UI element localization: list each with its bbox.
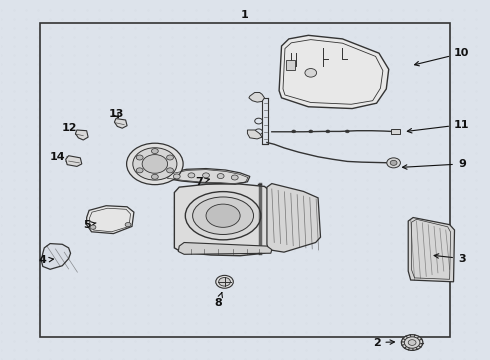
Circle shape [151,174,158,179]
Circle shape [326,130,330,133]
FancyBboxPatch shape [391,129,400,134]
Text: 10: 10 [415,48,469,66]
Circle shape [292,130,295,133]
Ellipse shape [185,192,261,240]
FancyBboxPatch shape [287,60,295,70]
Polygon shape [41,244,71,269]
Circle shape [216,275,233,288]
Text: 3: 3 [434,253,465,264]
Polygon shape [267,184,320,252]
Text: 9: 9 [402,159,466,169]
Polygon shape [115,118,127,128]
Circle shape [90,225,96,229]
Circle shape [404,337,420,348]
Polygon shape [174,184,272,256]
Polygon shape [87,206,134,234]
Text: 12: 12 [62,123,81,135]
Polygon shape [247,130,262,139]
Circle shape [387,158,400,168]
Polygon shape [408,217,455,282]
Polygon shape [165,168,250,184]
Circle shape [126,143,183,185]
Circle shape [309,130,313,133]
Circle shape [142,154,168,173]
Polygon shape [279,35,389,109]
Circle shape [390,160,397,165]
Circle shape [173,174,180,179]
Circle shape [125,222,131,227]
Circle shape [133,148,177,180]
Circle shape [167,168,173,173]
Circle shape [345,130,349,133]
Polygon shape [178,243,272,254]
Circle shape [151,149,158,154]
Polygon shape [75,130,88,140]
Text: 7: 7 [195,177,209,187]
Polygon shape [66,156,82,166]
Circle shape [219,278,230,286]
Circle shape [231,175,238,180]
Text: 4: 4 [39,255,53,265]
Circle shape [305,68,317,77]
Text: 14: 14 [49,152,71,162]
Text: 6: 6 [136,156,151,165]
Text: 1: 1 [241,10,249,20]
Bar [40,23,450,337]
Text: 8: 8 [214,293,222,308]
Circle shape [136,155,143,160]
Text: 2: 2 [373,338,394,347]
Text: 13: 13 [108,109,123,119]
Ellipse shape [206,204,240,227]
Polygon shape [249,93,265,102]
Circle shape [408,340,416,345]
Circle shape [401,335,423,350]
Circle shape [217,174,224,179]
Circle shape [167,155,173,160]
Text: 11: 11 [407,120,469,133]
Ellipse shape [193,197,253,234]
Circle shape [188,173,195,178]
Circle shape [202,173,209,178]
Text: 5: 5 [83,220,96,230]
Circle shape [136,168,143,173]
